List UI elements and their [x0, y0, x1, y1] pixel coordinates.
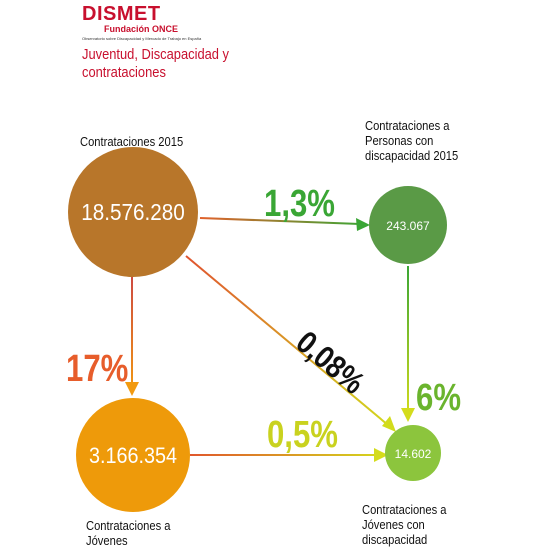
pct-disabled-to-young-disabled: 6% [416, 377, 461, 419]
arrowhead-icon [382, 416, 396, 432]
node-total-circle [68, 147, 198, 277]
label-young: Contrataciones a Jóvenes [86, 518, 171, 548]
pct-total-to-young: 17% [66, 348, 128, 390]
logo-tagline: Observatorio sobre Discapacidad y Mercad… [82, 36, 202, 41]
node-young-disabled-value: 14.602 [395, 447, 432, 461]
node-disabled-circle [369, 186, 447, 264]
arrowhead-icon [401, 408, 415, 422]
arrowhead-icon [125, 382, 139, 396]
arrowhead-icon [374, 448, 388, 462]
label-total: Contrataciones 2015 [80, 134, 184, 149]
node-disabled-value: 243.067 [386, 219, 430, 233]
logo-name: DISMET [82, 3, 161, 25]
node-young-circle [76, 398, 190, 512]
arrow-total-to-disabled [199, 217, 361, 225]
label-young-disabled: Contrataciones a Jóvenes con discapacida… [362, 502, 447, 547]
arrow-total-to-young-disabled [185, 255, 389, 426]
page-title: Juventud, Discapacidad y contrataciones [82, 46, 230, 81]
arrowhead-icon [356, 218, 370, 231]
pct-young-to-young-disabled: 0,5% [267, 414, 338, 456]
node-young-value: 3.166.354 [89, 444, 177, 468]
pct-total-to-disabled: 1,3% [264, 183, 335, 225]
logo-sub: Fundación ONCE [104, 24, 178, 34]
pct-total-to-young-disabled: 0,08% [289, 325, 371, 402]
dismet-logo: DISMET Fundación ONCE Observatorio sobre… [82, 4, 201, 41]
label-disabled: Contrataciones a Personas con discapacid… [365, 118, 459, 163]
node-total-value: 18.576.280 [81, 199, 185, 225]
node-young-disabled-circle [385, 425, 441, 481]
